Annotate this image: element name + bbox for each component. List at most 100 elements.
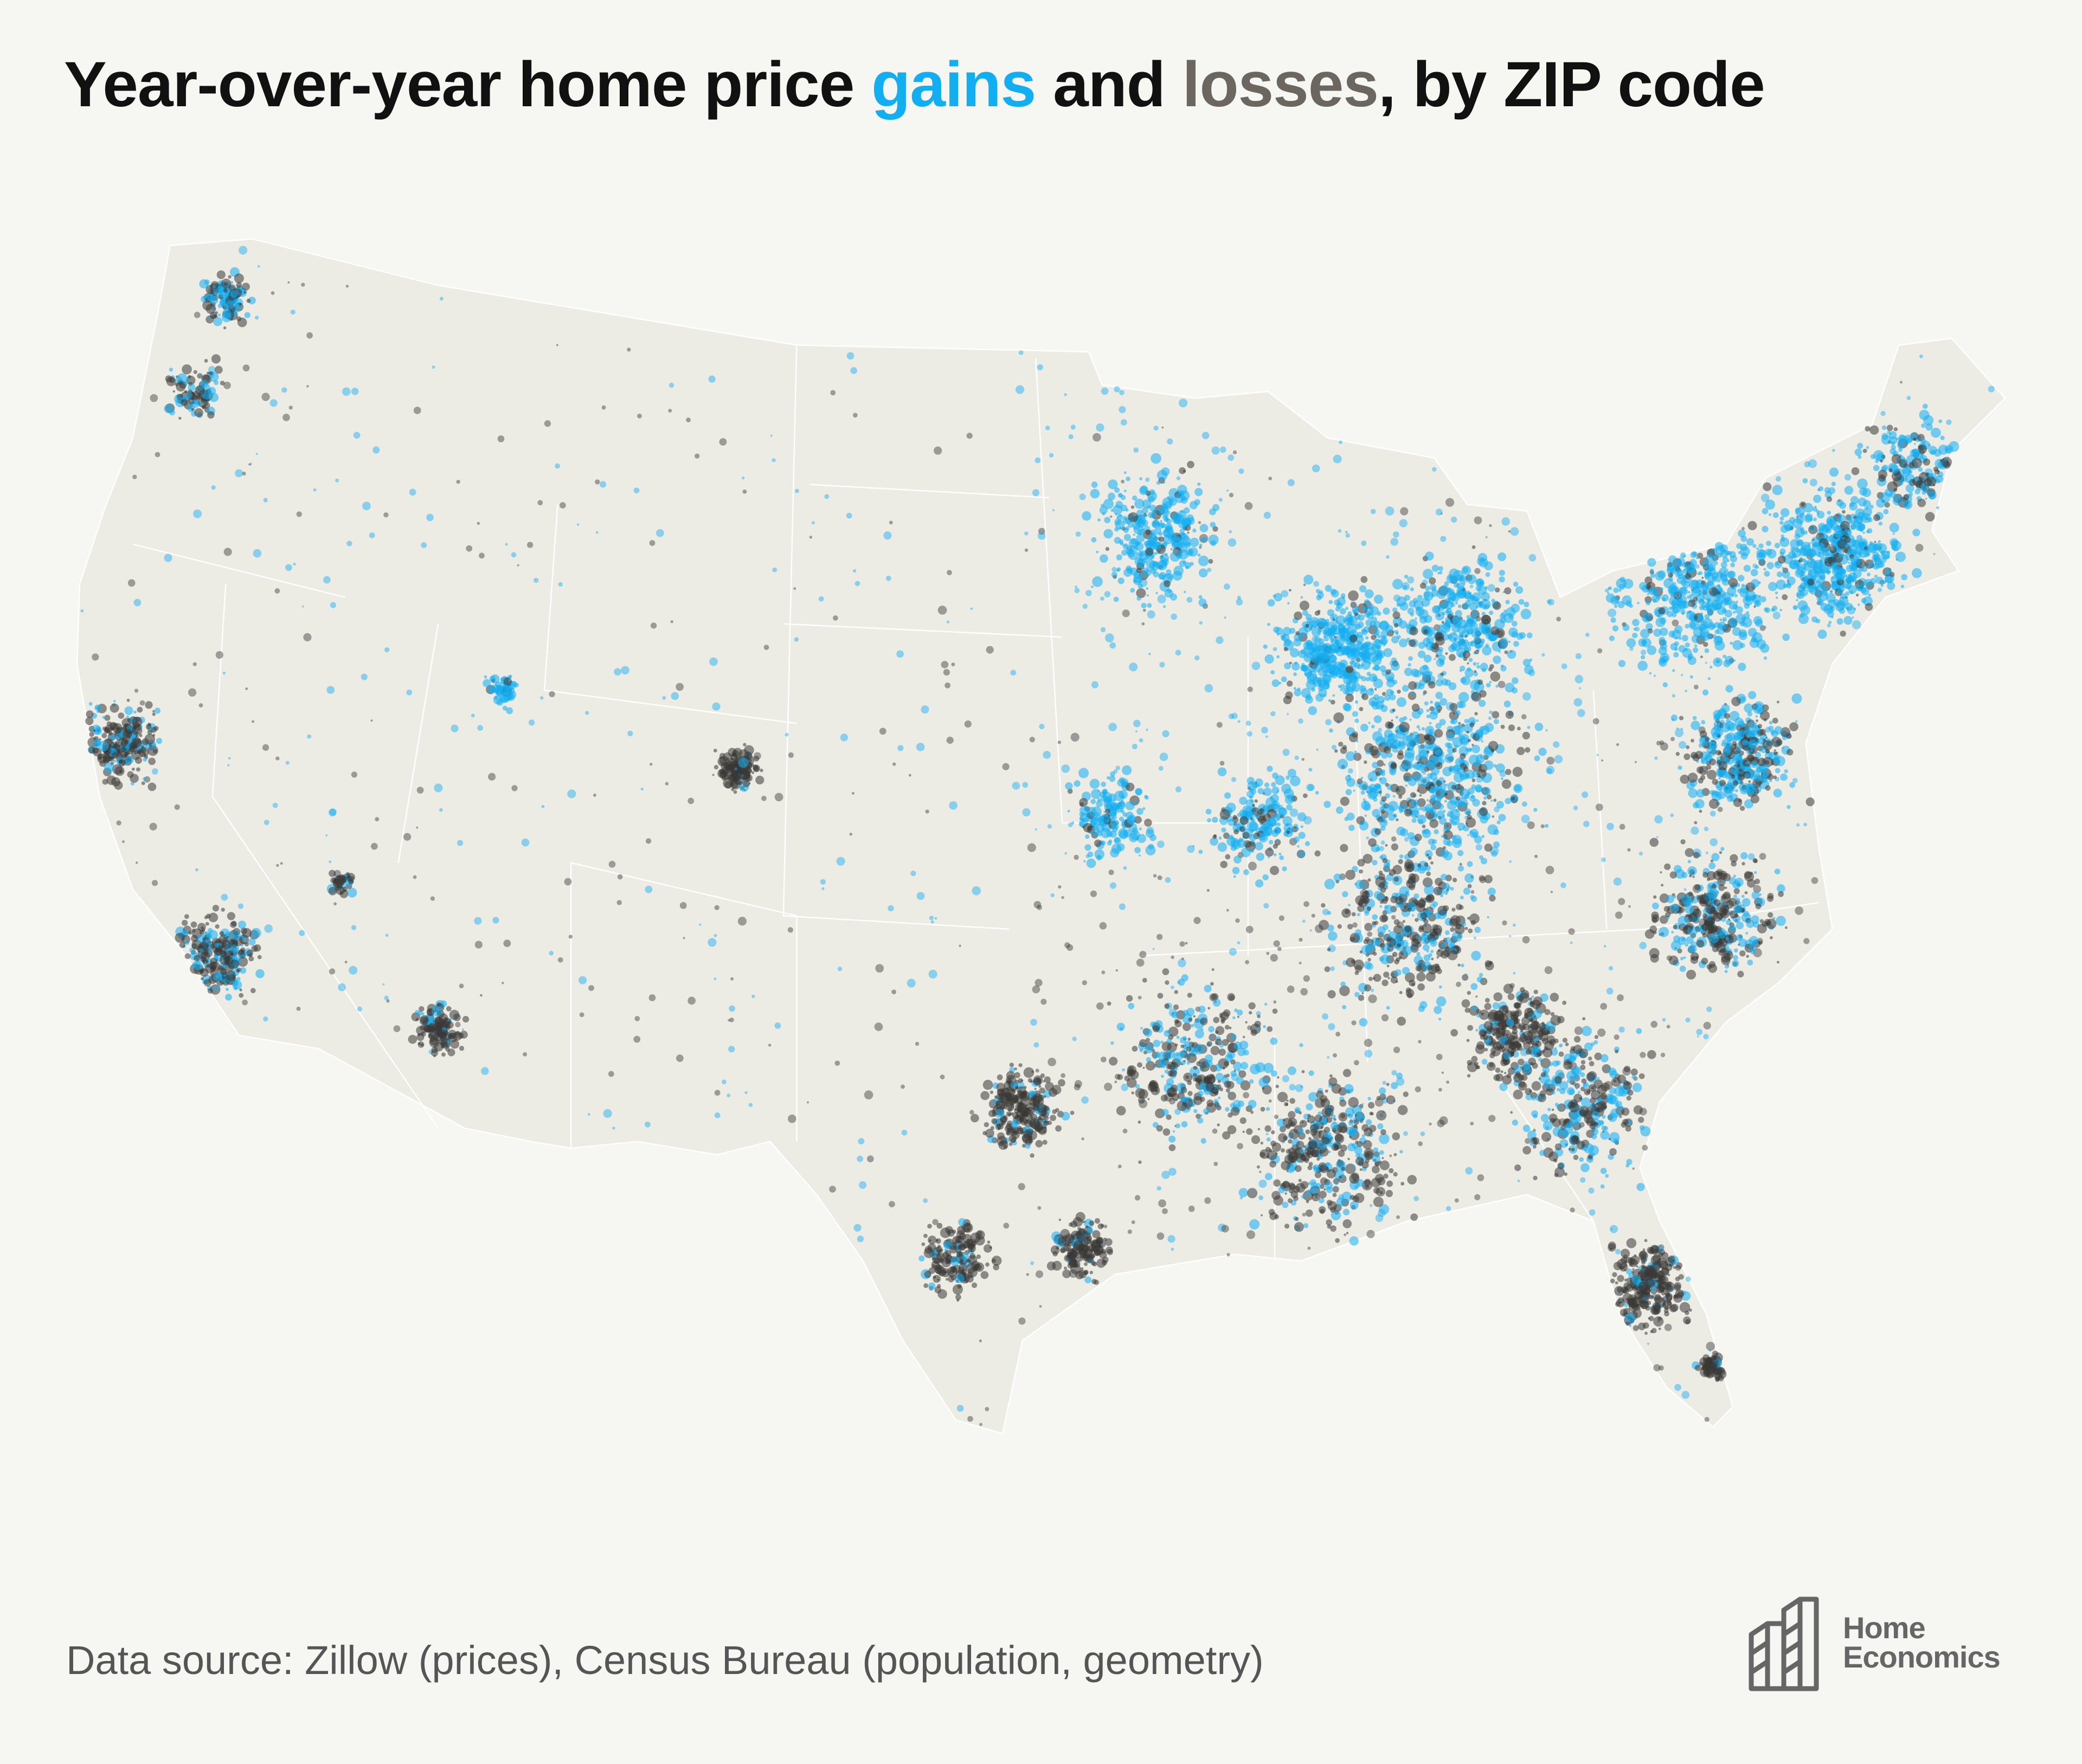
gain-dot	[329, 860, 332, 864]
loss-dot	[901, 1084, 905, 1089]
gain-dot	[1467, 834, 1470, 836]
loss-dot	[1193, 917, 1201, 924]
gain-dot	[1385, 625, 1393, 633]
gain-dot	[1064, 393, 1067, 396]
loss-dot	[1711, 1355, 1717, 1361]
loss-dot	[209, 371, 213, 376]
gain-dot	[1336, 597, 1346, 606]
gain-dot	[185, 392, 193, 399]
gain-dot	[1030, 1019, 1037, 1026]
loss-dot	[188, 688, 197, 697]
gain-dot	[80, 609, 84, 613]
gain-dot	[930, 920, 934, 924]
gain-dot	[1514, 1065, 1522, 1073]
gain-dot	[1501, 777, 1503, 780]
gain-dot	[1426, 799, 1429, 802]
gain-dot	[1339, 440, 1342, 445]
loss-dot	[198, 397, 208, 408]
loss-dot	[665, 782, 669, 786]
loss-dot	[1334, 749, 1338, 753]
loss-dot	[207, 944, 209, 947]
loss-dot	[1417, 761, 1420, 764]
gain-dot	[1165, 523, 1173, 531]
gain-dot	[1340, 684, 1346, 690]
gain-dot	[1451, 616, 1459, 623]
gain-dot	[1347, 768, 1353, 774]
gain-dot	[384, 647, 390, 653]
loss-dot	[931, 1264, 936, 1269]
loss-dot	[393, 1025, 401, 1032]
gain-dot	[1491, 850, 1498, 857]
gain-dot	[215, 984, 221, 990]
loss-dot	[1498, 680, 1506, 688]
loss-dot	[1477, 679, 1483, 685]
gain-dot	[1695, 564, 1700, 569]
loss-dot	[1361, 693, 1368, 700]
gain-dot	[235, 469, 243, 478]
gain-dot	[263, 1016, 268, 1022]
gain-dot	[1126, 476, 1130, 481]
loss-dot	[993, 1264, 1000, 1271]
gain-dot	[228, 757, 231, 760]
gain-dot	[169, 368, 174, 372]
gain-dot	[1475, 642, 1481, 649]
loss-dot	[593, 793, 596, 797]
gain-dot	[1345, 607, 1348, 610]
loss-dot	[430, 896, 435, 901]
gain-dot	[1513, 971, 1516, 975]
loss-dot	[1434, 632, 1444, 642]
loss-dot	[889, 1201, 895, 1208]
gain-dot	[1441, 602, 1448, 609]
loss-dot	[1187, 461, 1194, 468]
state-border	[132, 543, 346, 598]
gain-dot	[1399, 519, 1408, 527]
gain-dot	[1410, 612, 1414, 617]
gain-dot	[1328, 634, 1333, 638]
gain-dot	[1386, 679, 1395, 688]
gain-dot	[1477, 601, 1484, 607]
loss-dot	[925, 809, 929, 814]
loss-dot	[1447, 613, 1453, 620]
gain-dot	[1340, 688, 1343, 692]
loss-dot	[1546, 1035, 1556, 1044]
loss-dot	[1400, 507, 1409, 516]
gain-dot	[1156, 469, 1168, 481]
gain-dot	[1345, 751, 1355, 761]
gain-dot	[1458, 701, 1466, 709]
loss-dot	[127, 579, 136, 587]
gain-dot	[794, 488, 799, 493]
gain-dot	[1506, 607, 1516, 617]
gain-dot	[1522, 692, 1531, 701]
loss-dot	[1158, 536, 1165, 542]
gain-dot	[1803, 822, 1808, 827]
gain-dot	[1492, 1002, 1500, 1010]
gain-dot	[326, 686, 335, 694]
loss-dot	[1670, 737, 1675, 742]
gain-dot	[195, 868, 198, 872]
gain-dot	[1418, 650, 1426, 659]
gain-dot	[1171, 985, 1174, 989]
gain-dot	[1672, 694, 1676, 698]
loss-dot	[1617, 1274, 1624, 1282]
gain-dot	[1152, 948, 1155, 950]
loss-dot	[1103, 1224, 1108, 1228]
state-border	[570, 862, 797, 917]
gain-dot	[1265, 1132, 1269, 1136]
gain-dot	[1345, 789, 1352, 796]
loss-dot	[1229, 493, 1234, 498]
gain-dot	[1022, 808, 1031, 817]
loss-dot	[1900, 381, 1903, 384]
gain-dot	[492, 686, 496, 690]
gain-dot	[1480, 638, 1485, 644]
loss-dot	[557, 957, 563, 963]
loss-dot	[1574, 1026, 1583, 1035]
loss-dot	[1101, 1259, 1108, 1266]
gain-dot	[742, 476, 745, 480]
loss-dot	[1632, 1268, 1635, 1271]
gain-dot	[1488, 716, 1492, 720]
loss-dot	[788, 752, 794, 758]
loss-dot	[1068, 1222, 1073, 1227]
loss-dot	[1161, 426, 1164, 429]
loss-dot	[1475, 1044, 1485, 1054]
loss-dot	[1638, 1308, 1641, 1311]
